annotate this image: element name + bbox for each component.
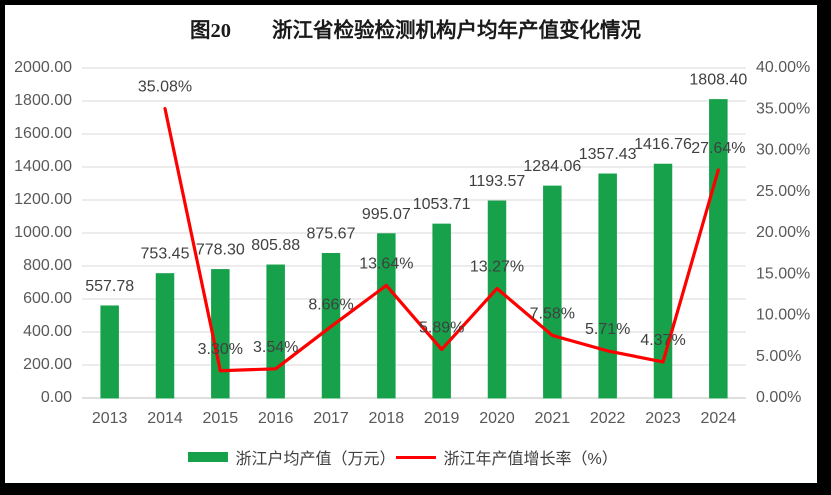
svg-text:2016: 2016: [258, 410, 294, 427]
svg-text:2000.00: 2000.00: [14, 59, 72, 76]
svg-text:753.45: 753.45: [141, 246, 190, 263]
svg-text:1400.00: 1400.00: [14, 158, 72, 175]
svg-text:35.00%: 35.00%: [756, 100, 810, 117]
svg-text:2021: 2021: [535, 410, 571, 427]
svg-text:557.78: 557.78: [85, 278, 134, 295]
svg-text:778.30: 778.30: [196, 242, 245, 259]
svg-text:600.00: 600.00: [23, 290, 72, 307]
svg-text:0.00%: 0.00%: [756, 389, 801, 406]
svg-text:1200.00: 1200.00: [14, 191, 72, 208]
svg-text:2022: 2022: [590, 410, 626, 427]
svg-text:2019: 2019: [424, 410, 460, 427]
svg-text:1800.00: 1800.00: [14, 92, 72, 109]
svg-text:805.88: 805.88: [251, 237, 300, 254]
svg-text:2023: 2023: [645, 410, 681, 427]
svg-text:7.58%: 7.58%: [530, 305, 575, 322]
svg-text:25.00%: 25.00%: [756, 183, 810, 200]
svg-text:2014: 2014: [147, 410, 183, 427]
svg-text:2020: 2020: [479, 410, 515, 427]
svg-text:1193.57: 1193.57: [469, 173, 526, 190]
svg-text:0.00: 0.00: [41, 389, 72, 406]
svg-text:2017: 2017: [313, 410, 349, 427]
svg-text:5.71%: 5.71%: [585, 321, 630, 338]
svg-text:1357.43: 1357.43: [579, 146, 637, 163]
svg-text:5.89%: 5.89%: [419, 319, 464, 336]
svg-text:800.00: 800.00: [23, 257, 72, 274]
svg-text:35.08%: 35.08%: [138, 79, 192, 96]
svg-text:13.27%: 13.27%: [470, 259, 524, 276]
svg-text:2024: 2024: [701, 410, 737, 427]
svg-text:2013: 2013: [92, 410, 128, 427]
svg-text:2018: 2018: [369, 410, 405, 427]
svg-text:3.54%: 3.54%: [253, 339, 298, 356]
svg-text:995.07: 995.07: [362, 206, 411, 223]
svg-text:15.00%: 15.00%: [756, 265, 810, 282]
svg-text:40.00%: 40.00%: [756, 59, 810, 76]
svg-text:3.30%: 3.30%: [198, 341, 243, 358]
svg-text:1808.40: 1808.40: [689, 72, 747, 89]
svg-text:2015: 2015: [203, 410, 239, 427]
svg-text:200.00: 200.00: [23, 356, 72, 373]
svg-text:5.00%: 5.00%: [756, 348, 801, 365]
svg-text:1053.71: 1053.71: [413, 196, 471, 213]
svg-text:1416.76: 1416.76: [634, 136, 692, 153]
svg-text:400.00: 400.00: [23, 323, 72, 340]
svg-text:1600.00: 1600.00: [14, 125, 72, 142]
svg-text:1000.00: 1000.00: [14, 224, 72, 241]
svg-text:4.37%: 4.37%: [640, 332, 685, 349]
svg-text:20.00%: 20.00%: [756, 224, 810, 241]
svg-text:8.66%: 8.66%: [308, 297, 353, 314]
svg-text:1284.06: 1284.06: [523, 158, 581, 175]
svg-text:10.00%: 10.00%: [756, 307, 810, 324]
svg-text:875.67: 875.67: [307, 226, 356, 243]
svg-text:27.64%: 27.64%: [691, 140, 745, 157]
svg-text:13.64%: 13.64%: [359, 255, 413, 272]
svg-text:30.00%: 30.00%: [756, 142, 810, 159]
